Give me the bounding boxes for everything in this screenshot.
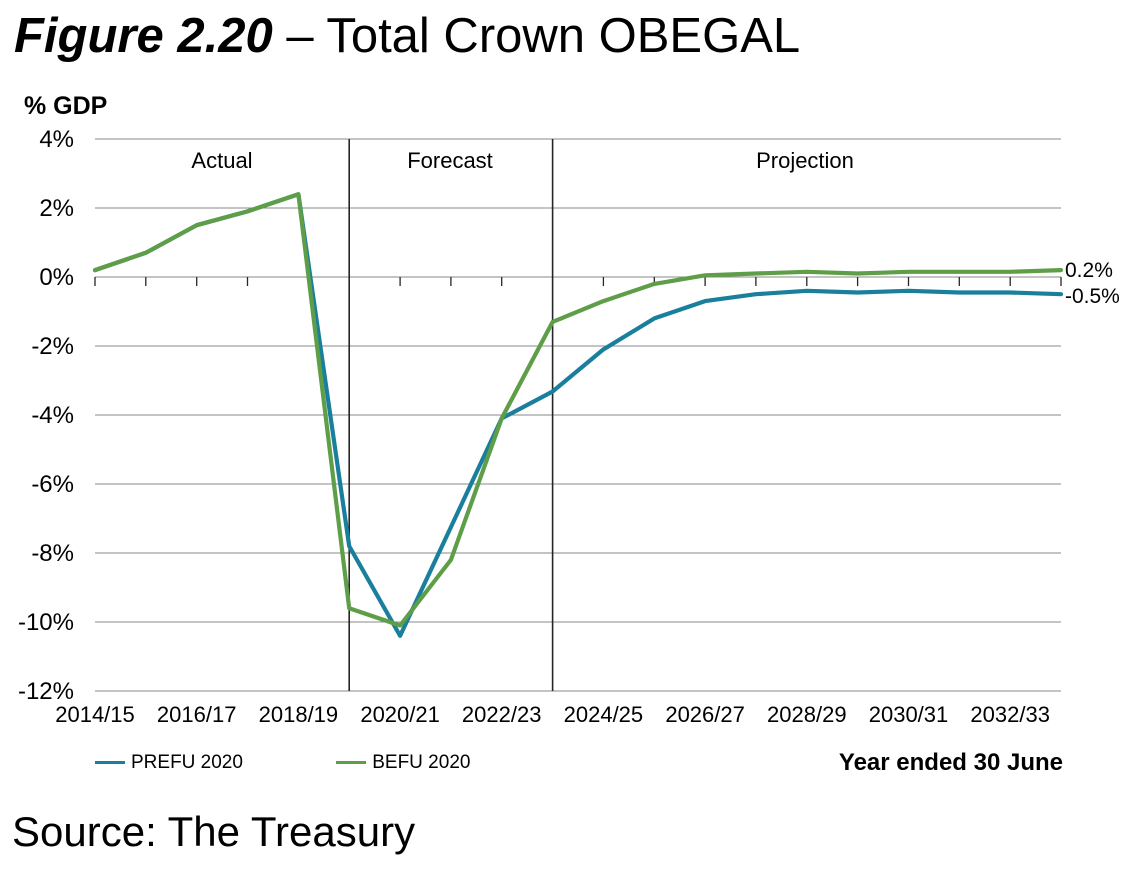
svg-text:2016/17: 2016/17 bbox=[157, 702, 237, 727]
svg-text:-4%: -4% bbox=[31, 402, 74, 429]
svg-text:-6%: -6% bbox=[31, 471, 74, 498]
svg-text:4%: 4% bbox=[39, 126, 74, 153]
svg-text:2032/33: 2032/33 bbox=[970, 702, 1050, 727]
svg-text:2028/29: 2028/29 bbox=[767, 702, 847, 727]
svg-text:0.2%: 0.2% bbox=[1065, 259, 1113, 282]
svg-text:2030/31: 2030/31 bbox=[869, 702, 949, 727]
svg-text:2014/15: 2014/15 bbox=[55, 702, 135, 727]
svg-text:2018/19: 2018/19 bbox=[259, 702, 339, 727]
svg-text:Projection: Projection bbox=[756, 148, 854, 173]
svg-text:-8%: -8% bbox=[31, 540, 74, 567]
svg-text:2026/27: 2026/27 bbox=[665, 702, 745, 727]
svg-text:0%: 0% bbox=[39, 264, 74, 291]
svg-text:Actual: Actual bbox=[191, 148, 252, 173]
svg-text:2022/23: 2022/23 bbox=[462, 702, 542, 727]
svg-text:2024/25: 2024/25 bbox=[564, 702, 644, 727]
svg-text:-10%: -10% bbox=[18, 609, 74, 636]
svg-text:-0.5%: -0.5% bbox=[1065, 285, 1120, 308]
svg-text:-2%: -2% bbox=[31, 333, 74, 360]
svg-text:2%: 2% bbox=[39, 195, 74, 222]
svg-text:-12%: -12% bbox=[18, 678, 74, 705]
svg-text:2020/21: 2020/21 bbox=[360, 702, 440, 727]
svg-text:Forecast: Forecast bbox=[407, 148, 493, 173]
